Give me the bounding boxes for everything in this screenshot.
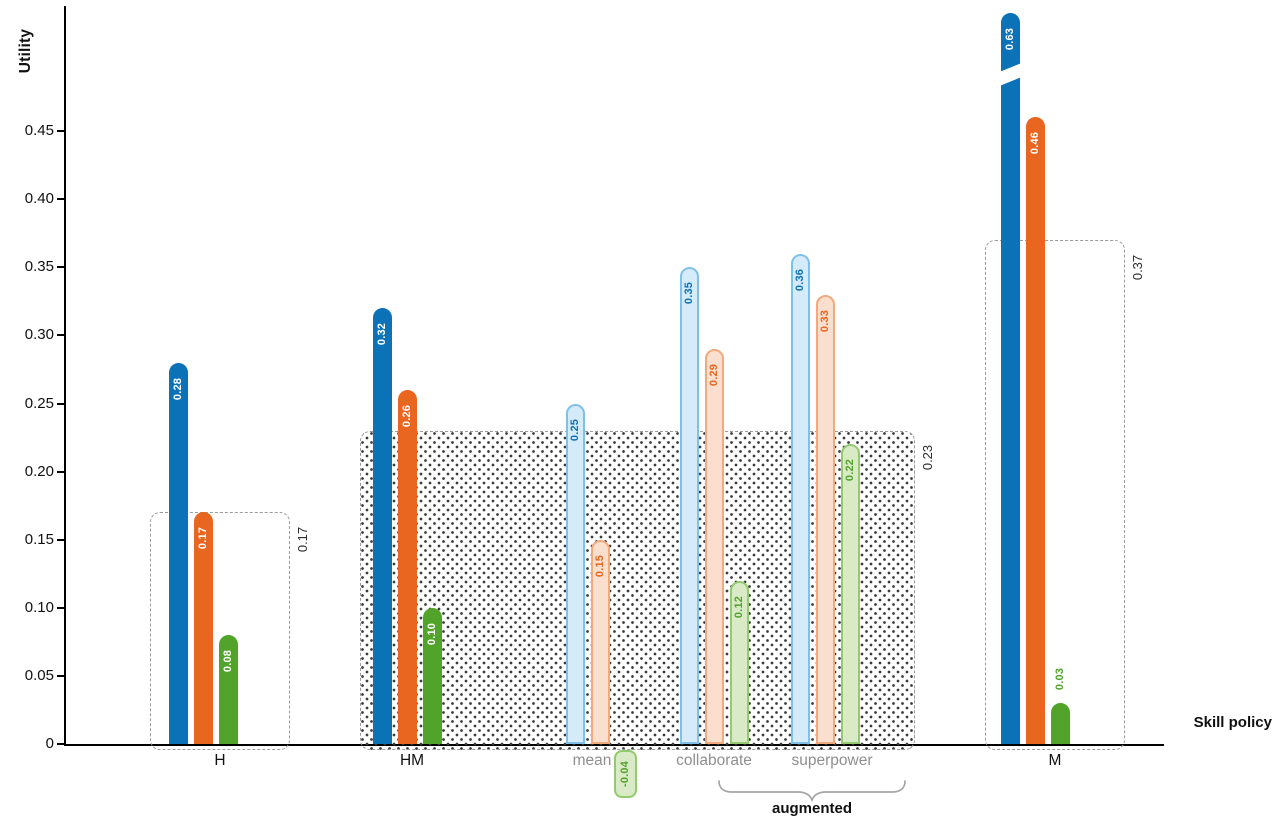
- bar-blue: [168, 362, 188, 744]
- bar-value-label: 0.33: [806, 301, 845, 341]
- bar-value-label-text: 0.46: [1029, 132, 1041, 155]
- y-tick-mark: [57, 538, 64, 541]
- bar-value-label-text: 0.22: [844, 459, 856, 482]
- bar-value-label: 0.46: [1016, 123, 1055, 163]
- annotation-box-label-text: 0.17: [295, 526, 311, 553]
- bar-value-label-text: 0.08: [222, 649, 234, 673]
- bar-green: [729, 580, 749, 744]
- bar-green-negative: [613, 750, 637, 798]
- y-tick-label: 0: [45, 735, 54, 752]
- bar-value-label: 0.15: [581, 546, 620, 586]
- y-tick-mark: [57, 334, 64, 337]
- bar-orange: [193, 512, 213, 744]
- annotation-box-label: 0.23: [918, 435, 938, 481]
- bar-green: [1050, 703, 1070, 744]
- y-tick-label: 0.20: [24, 462, 54, 480]
- y-tick-mark: [57, 470, 64, 473]
- annotation-box-label: 0.17: [293, 516, 313, 562]
- y-tick-mark: [57, 130, 64, 133]
- bar-value-label-text: 0.12: [733, 595, 745, 618]
- annotation-box-label-text: 0.23: [920, 445, 936, 471]
- bar-value-label: 0.63: [991, 19, 1030, 59]
- augmented-brace: [718, 780, 906, 802]
- bar-value-label-text: 0.63: [1004, 27, 1016, 51]
- x-group-label: superpower: [791, 752, 873, 769]
- x-group-label: HM: [399, 752, 425, 769]
- annotation-box: [150, 512, 290, 750]
- bar-value-label: 0.12: [720, 587, 759, 627]
- y-tick-mark: [57, 606, 64, 609]
- bar-value-label: 0.22: [831, 450, 870, 490]
- bar-blue: [790, 253, 810, 744]
- bar-value-label-text: 0.26: [401, 404, 413, 427]
- bar-value-label: 0.08: [209, 641, 248, 681]
- bar-value-label: 0.35: [670, 273, 709, 313]
- bar-orange: [397, 389, 417, 744]
- bar-value-label: 0.36: [781, 260, 820, 300]
- bar-value-label: 0.29: [695, 355, 734, 395]
- y-axis-title: Utility: [14, 12, 38, 90]
- bar-green: [840, 444, 860, 744]
- bar-value-label: 0.28: [159, 369, 198, 409]
- bar-orange: [1025, 117, 1045, 744]
- augmented-label: augmented: [771, 800, 852, 817]
- y-tick-label: 0.40: [24, 190, 54, 208]
- bar-blue: [565, 403, 585, 744]
- bar-blue: [372, 308, 392, 744]
- bar-value-label-text: 0.15: [594, 554, 606, 577]
- bar-value-label-text: 0.28: [172, 377, 184, 400]
- y-tick-mark: [57, 266, 64, 269]
- x-group-label: mean: [572, 752, 612, 769]
- bar-green: [218, 635, 238, 744]
- y-tick-label: 0.15: [24, 530, 54, 548]
- x-group-label: H: [214, 752, 226, 769]
- annotation-box: [985, 240, 1125, 750]
- bar-value-label: 0.25: [556, 410, 595, 450]
- bar-blue: [1000, 13, 1020, 744]
- y-tick-mark: [57, 402, 64, 405]
- y-axis-title-text: Utility: [17, 28, 34, 74]
- y-tick-label: 0.10: [24, 598, 54, 616]
- y-tick-mark: [57, 674, 64, 677]
- y-tick-label: 0.30: [24, 326, 54, 344]
- bar-blue: [679, 267, 699, 744]
- y-tick-label: 0.25: [24, 394, 54, 412]
- x-group-label: collaborate: [676, 752, 752, 769]
- bar-orange: [815, 294, 835, 744]
- y-tick-label: 0.45: [24, 122, 54, 140]
- x-group-label: M: [1048, 752, 1062, 769]
- bar-value-label-text: 0.10: [426, 622, 438, 645]
- bar-value-label-text: 0.29: [708, 363, 720, 387]
- annotation-box-label-text: 0.37: [1130, 254, 1146, 280]
- bar-value-label-text: 0.33: [819, 309, 831, 332]
- x-axis-title: Skill policy: [1193, 714, 1272, 731]
- y-tick-label: 0.35: [24, 258, 54, 276]
- bar-value-label-text: 0.35: [683, 282, 695, 305]
- bar-value-label: 0.32: [363, 314, 402, 354]
- bar-value-label: 0.26: [388, 396, 427, 436]
- y-axis-line: [64, 6, 66, 746]
- y-tick-mark: [57, 198, 64, 201]
- bar-value-label: 0.03: [1041, 659, 1080, 699]
- annotation-box-label: 0.37: [1128, 244, 1148, 290]
- bar-value-label-text: 0.25: [569, 418, 581, 441]
- bar-value-label-text: -0.04: [618, 760, 631, 788]
- bar-value-label: 0.10: [413, 614, 452, 654]
- y-tick-label: 0.05: [24, 666, 54, 684]
- bar-green: [422, 607, 442, 744]
- bar-orange: [704, 349, 724, 744]
- bar-value-label: 0.17: [184, 518, 223, 558]
- bar-value-label-text: 0.03: [1054, 668, 1066, 691]
- bar-value-label: -0.04: [604, 754, 647, 794]
- y-tick-mark: [57, 743, 64, 745]
- bar-orange: [590, 539, 610, 744]
- bar-value-label-text: 0.17: [197, 527, 209, 550]
- bar-value-label-text: 0.32: [376, 323, 388, 346]
- bar-value-label-text: 0.36: [794, 268, 806, 291]
